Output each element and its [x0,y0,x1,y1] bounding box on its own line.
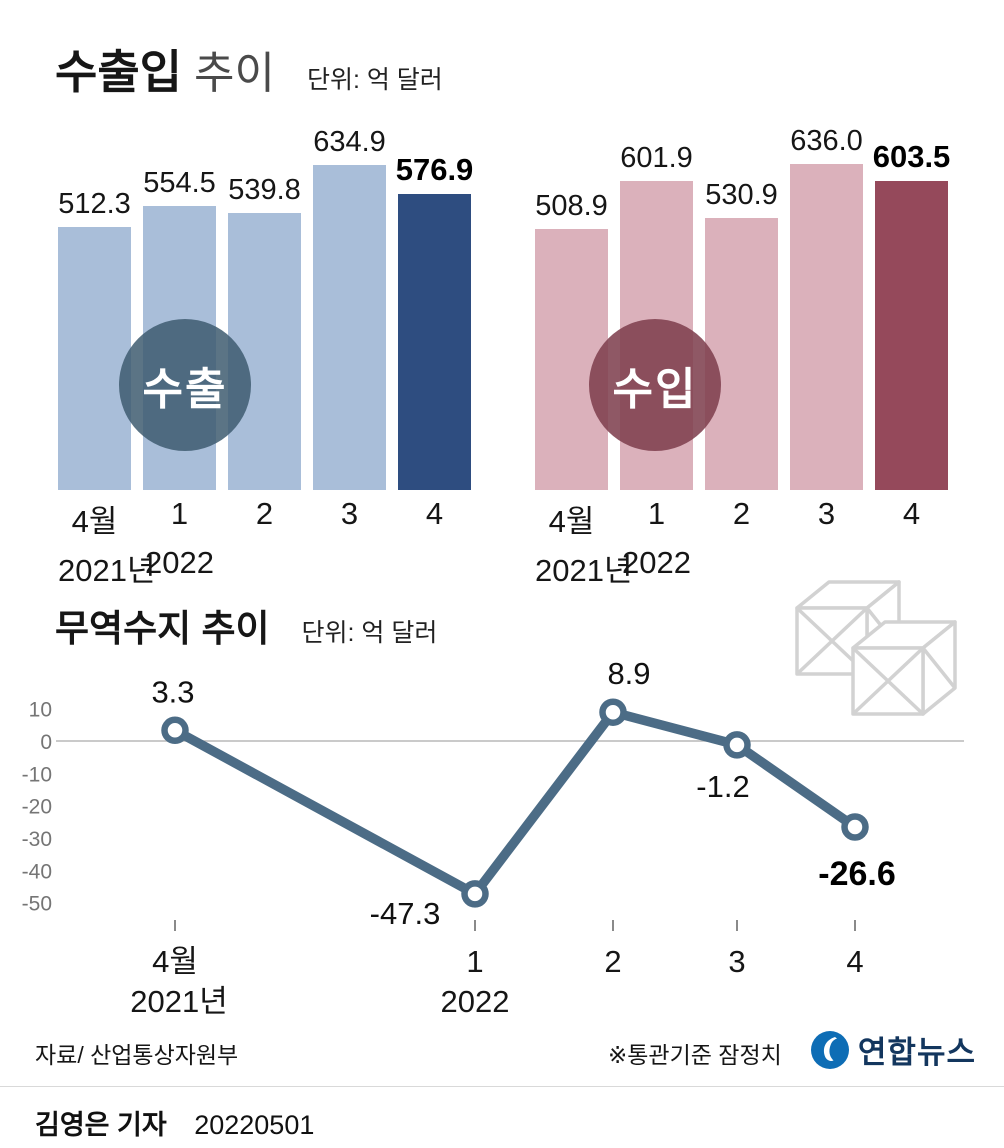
balance-title: 무역수지 추이 [55,608,270,649]
export-bar-chart: 512.3 554.5 539.8 634.9 576.9 4월 1 2 3 4 2021년 20… [58,126,474,590]
balance-unit-label: 단위: 억 달러 [301,619,438,647]
bar-value-label: 636.0 [790,125,863,157]
bar [790,164,863,490]
data-point [841,813,869,841]
bar-value-label: 601.9 [620,142,693,174]
bar-column: 603.5 [872,139,951,490]
publish-date: 20220501 [194,1110,315,1140]
import-badge-label: 수입 [612,365,698,414]
agency-logo: 연합뉴스 [810,1027,976,1072]
category-label: 4 [425,496,444,531]
y-axis-tick-label: -20 [22,796,52,819]
data-point [599,698,627,726]
y-axis-tick-label: -50 [22,893,52,916]
y-axis-tick-label: 10 [29,699,52,722]
import-category-row: 4월 1 2 3 4 [535,496,948,541]
year-label: 2021년 [535,553,633,588]
y-axis-tick-label: -10 [22,763,52,786]
trend-line [170,707,860,899]
category-label: 1 [170,496,189,531]
import-bar-chart: 508.9 601.9 530.9 636.0 603.5 4월 1 2 3 4 2021년 20… [535,125,951,590]
category-label: 2 [255,496,274,531]
data-point-label: -47.3 [370,896,441,931]
agency-name: 연합뉴스 [857,1035,976,1070]
bar-value-label: 634.9 [313,126,386,158]
year-label [228,545,301,590]
bar-value-label: 539.8 [228,174,301,206]
bar-column: 576.9 [395,152,474,490]
y-axis-tick-label: 0 [40,731,52,754]
bar-value-label: 530.9 [705,179,778,211]
shipping-crates-icon [795,580,957,716]
x-axis-label: 4 [846,944,863,979]
x-axis-label: 4월 [152,944,198,979]
year-label: 2022 [622,545,691,580]
year-label [705,545,778,590]
bar-column: 636.0 [790,125,863,490]
y-axis-tick-label: -30 [22,828,52,851]
x-axis-year-label: 2021년 [130,984,227,1019]
import-bars: 508.9 601.9 530.9 636.0 603.5 [535,125,951,490]
page-subtitle: 추이 [193,49,275,98]
bar [398,194,471,490]
import-year-row: 2021년 2022 [535,545,948,590]
bar [875,181,948,490]
y-axis-tick-label: -40 [22,860,52,883]
year-label [398,545,471,590]
footnote-label: ※통관기준 잠정치 [608,1042,782,1068]
data-point-label: 8.9 [607,656,650,691]
category-label: 4월 [548,504,595,539]
bar-column: 530.9 [705,179,778,490]
reporter-name: 김영은 기자 [35,1110,167,1140]
bar-column: 634.9 [313,126,386,490]
x-axis-year-label: 2022 [441,984,510,1019]
bar-column: 539.8 [228,174,301,490]
bar-value-label: 576.9 [395,152,474,187]
x-axis-label: 2 [604,944,621,979]
x-axis-label: 1 [466,944,483,979]
balance-header: 무역수지 추이 단위: 억 달러 [55,598,437,652]
data-point-label: -1.2 [696,769,749,804]
bar-value-label: 603.5 [872,139,951,174]
agency-logo-icon [810,1030,849,1069]
data-point [461,880,489,908]
category-label: 2 [732,496,751,531]
data-point [723,731,751,759]
byline: 김영은 기자 20220501 [0,1086,1004,1142]
bar-value-label: 508.9 [535,190,608,222]
category-label: 3 [340,496,359,531]
data-point-label: 3.3 [151,674,194,709]
x-axis-label: 3 [728,944,745,979]
export-year-row: 2021년 2022 [58,545,471,590]
export-badge-label: 수출 [142,365,228,414]
bar-column: 512.3 [58,188,131,490]
export-bars: 512.3 554.5 539.8 634.9 576.9 [58,126,474,490]
year-label: 2022 [145,545,214,580]
bar [58,227,131,490]
export-category-row: 4월 1 2 3 4 [58,496,471,541]
logo-circle [810,1030,849,1069]
bar [313,165,386,490]
category-label: 4월 [71,504,118,539]
category-label: 3 [817,496,836,531]
source-label: 자료/ 산업통상자원부 [35,1042,239,1068]
year-label: 2021년 [58,553,156,588]
header: 수출입 추이 단위: 억 달러 [55,36,443,102]
page-title: 수출입 [55,46,182,98]
data-point-label: -26.6 [818,855,896,893]
bar-column: 508.9 [535,190,608,490]
logo-swirl [823,1036,837,1061]
data-point [161,716,189,745]
bar-value-label: 554.5 [143,167,216,199]
category-label: 1 [647,496,666,531]
export-badge-circle: 수출 [119,319,251,451]
import-badge-circle: 수입 [589,319,721,451]
bar [705,218,778,490]
bar-value-label: 512.3 [58,188,131,220]
front-crate [851,620,957,716]
year-label [313,545,386,590]
unit-label: 단위: 억 달러 [306,66,443,94]
category-label: 4 [902,496,921,531]
